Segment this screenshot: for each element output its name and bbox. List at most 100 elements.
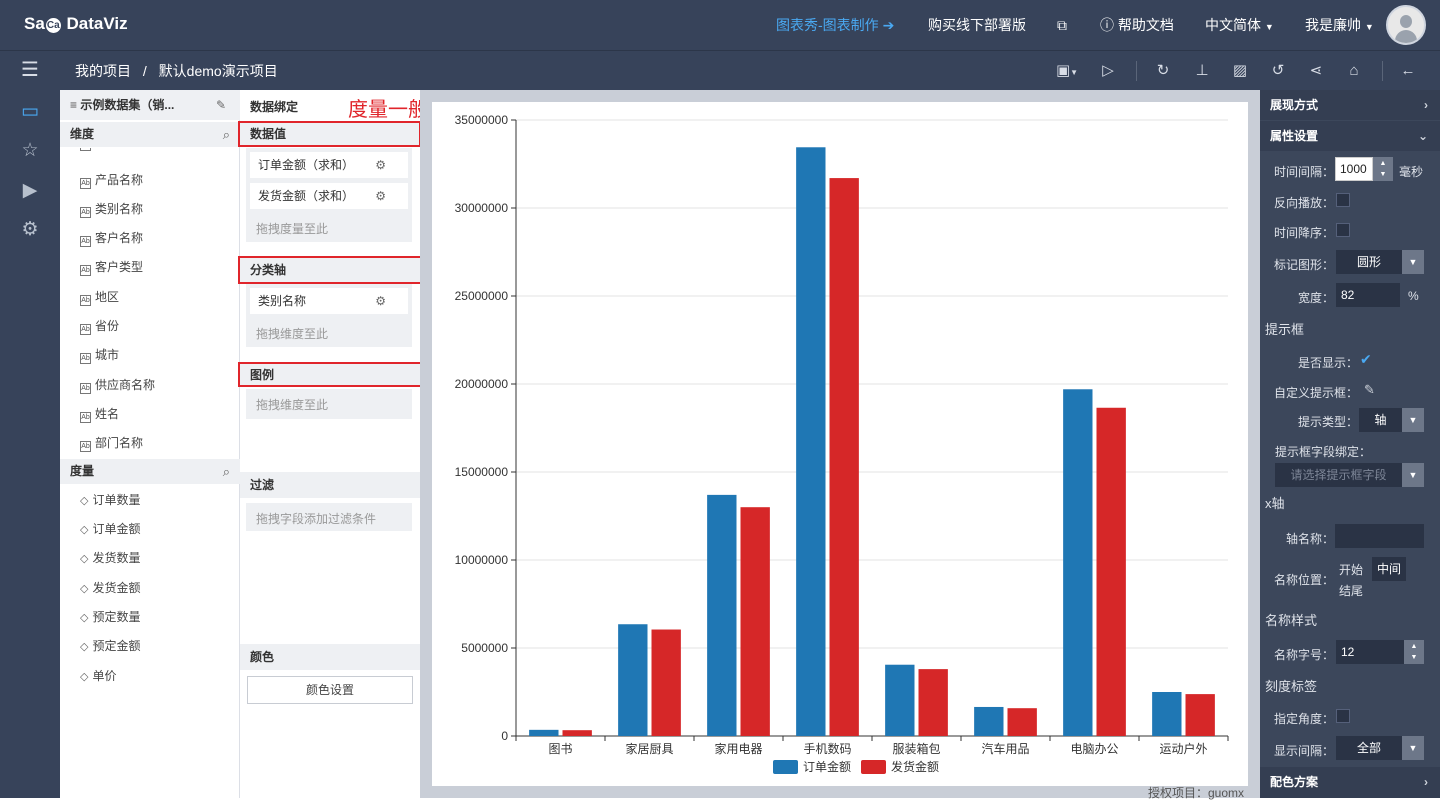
stamp-icon[interactable]: ⊥: [1195, 62, 1209, 79]
dimension-field[interactable]: Ab 产品名称: [80, 173, 144, 189]
monitor-icon[interactable]: ▭: [21, 101, 39, 122]
dimension-field[interactable]: Ab 部门名称: [80, 436, 144, 452]
text-type-icon: Ab: [80, 148, 91, 151]
tip-field-select[interactable]: 请选择提示框字段 ▼: [1275, 463, 1424, 487]
axis-name-label: 轴名称：: [1285, 532, 1334, 546]
show-label: 是否显示：: [1297, 356, 1358, 370]
external-link-icon[interactable]: ⧉: [1057, 17, 1067, 33]
star-icon[interactable]: ☆: [21, 140, 39, 161]
show-interval-select[interactable]: 全部 ▼: [1336, 736, 1424, 760]
gear-icon[interactable]: ⚙: [375, 189, 386, 203]
marker-label: 标记图形：: [1273, 258, 1334, 272]
tip-type-select[interactable]: 轴 ▼: [1359, 408, 1424, 432]
dimension-field[interactable]: Ab 类别名称: [80, 202, 144, 218]
play-circle-icon[interactable]: ▶: [22, 180, 38, 201]
dataset-selector[interactable]: ≡ 示例数据集（销... ✎: [60, 90, 240, 120]
menu-icon[interactable]: ☰: [21, 59, 39, 81]
dimension-field[interactable]: Ab 城市: [80, 348, 120, 364]
back-arrow-icon[interactable]: ←: [1400, 62, 1416, 79]
angle-checkbox[interactable]: [1336, 709, 1350, 723]
measure-field[interactable]: ◇ 预定金额: [80, 636, 140, 656]
caret-down-icon: ▼: [1402, 736, 1424, 760]
chart-show-link[interactable]: 图表秀-图表制作 ➔: [776, 17, 895, 33]
measure-field[interactable]: ◇ 单价: [80, 666, 116, 686]
tip-type-label: 提示类型：: [1297, 415, 1358, 429]
property-settings-section[interactable]: 属性设置 ⌄: [1260, 121, 1440, 151]
bar-chart[interactable]: 0 5000000 10000000 15000000 20000000 25000000…: [432, 102, 1248, 786]
app-logo[interactable]: Sa Ca DataViz: [24, 14, 128, 33]
pos-end-option[interactable]: 结尾: [1339, 584, 1364, 598]
bar: [562, 730, 592, 736]
help-link[interactable]: ⓘ 帮助文档: [1100, 17, 1174, 33]
breadcrumb-root[interactable]: 我的项目: [75, 63, 131, 79]
dimension-field[interactable]: Ab 省份: [80, 319, 120, 335]
save-dropdown-icon[interactable]: ▣▼: [1055, 62, 1079, 79]
buy-offline-link[interactable]: 购买线下部署版: [928, 17, 1026, 33]
measure-field[interactable]: ◇ 订单数量: [80, 490, 140, 510]
pos-start-option[interactable]: 开始: [1339, 563, 1364, 577]
undo-icon[interactable]: ↺: [1271, 62, 1285, 79]
image-icon[interactable]: ▨: [1232, 62, 1248, 79]
legend-label: 订单金额: [803, 759, 851, 774]
dimension-field[interactable]: Ab 姓名: [80, 407, 120, 423]
y-tick-label: 35000000: [455, 113, 509, 127]
bar: [1096, 407, 1126, 736]
dimension-field[interactable]: Ab 供应商名称: [80, 378, 156, 394]
color-scheme-section[interactable]: 配色方案 ›: [1260, 767, 1440, 798]
legend-swatch: [773, 760, 798, 774]
gear-icon[interactable]: ⚙: [375, 294, 386, 308]
reverse-checkbox[interactable]: [1336, 193, 1350, 207]
font-size-input[interactable]: 12: [1336, 640, 1404, 664]
search-icon[interactable]: ⌕: [222, 127, 230, 142]
dimension-field[interactable]: Ab 地区: [80, 290, 120, 306]
axis-name-input[interactable]: [1335, 524, 1424, 548]
text-type-icon: Ab: [80, 207, 91, 218]
play-icon[interactable]: ▷: [1102, 62, 1114, 79]
publish-icon[interactable]: ↻: [1156, 62, 1170, 79]
show-checkbox[interactable]: ✔: [1360, 351, 1372, 367]
language-dropdown[interactable]: 中文简体 ▼: [1205, 17, 1274, 33]
stepper-icon[interactable]: ▲ ▼: [1404, 640, 1424, 664]
display-mode-section[interactable]: 展现方式 ›: [1260, 90, 1440, 120]
annotation-box: [238, 362, 423, 387]
desc-checkbox[interactable]: [1336, 223, 1350, 237]
width-input[interactable]: 82: [1336, 283, 1400, 307]
measure-field[interactable]: ◇ 订单金额: [80, 519, 140, 539]
measure-field[interactable]: ◇ 预定数量: [80, 607, 140, 627]
search-icon[interactable]: ⌕: [222, 464, 230, 479]
legend-dropzone[interactable]: 拖拽维度至此: [246, 389, 412, 419]
user-menu[interactable]: 我是廉帅 ▼: [1305, 17, 1374, 33]
value-pill[interactable]: 发货金额（求和） ⚙: [250, 183, 408, 209]
share-icon[interactable]: ⋖: [1309, 62, 1323, 79]
value-pill[interactable]: 订单金额（求和） ⚙: [250, 152, 408, 178]
dimension-field[interactable]: Ab订单日期: [80, 148, 143, 152]
dimension-field[interactable]: Ab 客户类型: [80, 260, 144, 276]
caret-down-icon: ▼: [1364, 22, 1374, 32]
text-type-icon: Ab: [80, 265, 91, 276]
stepper-icon[interactable]: ▲ ▼: [1373, 157, 1393, 181]
filter-dropzone[interactable]: 拖拽字段添加过滤条件: [246, 503, 412, 531]
settings-icon[interactable]: ⚙: [21, 219, 39, 240]
edit-icon[interactable]: ✎: [1364, 382, 1375, 397]
gear-icon[interactable]: ⚙: [375, 158, 386, 172]
values-dropzone[interactable]: 订单金额（求和） ⚙ 发货金额（求和） ⚙ 拖拽度量至此: [246, 148, 412, 242]
category-pill[interactable]: 类别名称 ⚙: [250, 288, 408, 314]
edit-icon[interactable]: ✎: [215, 98, 226, 112]
color-settings-button[interactable]: 颜色设置: [247, 676, 413, 704]
reverse-label: 反向播放：: [1273, 196, 1334, 210]
filter-hint: 拖拽字段添加过滤条件: [256, 512, 377, 526]
category-dropzone[interactable]: 类别名称 ⚙ 拖拽维度至此: [246, 284, 412, 347]
y-tick-label: 5000000: [461, 641, 508, 655]
measure-field[interactable]: ◇ 发货数量: [80, 548, 140, 568]
dimension-field[interactable]: Ab 客户名称: [80, 231, 144, 247]
interval-input[interactable]: 1000: [1335, 157, 1373, 181]
pos-middle-option[interactable]: 中间: [1372, 557, 1406, 581]
bar: [974, 706, 1004, 736]
avatar[interactable]: [1386, 5, 1426, 45]
marker-select[interactable]: 圆形 ▼: [1336, 250, 1424, 274]
tag-icon[interactable]: ⌂: [1349, 62, 1359, 79]
measure-field[interactable]: ◇ 发货金额: [80, 578, 140, 598]
x-tick-label: 图书: [548, 742, 572, 756]
measure-tag-icon: ◇: [80, 553, 89, 565]
y-tick-label: 0: [501, 729, 508, 743]
